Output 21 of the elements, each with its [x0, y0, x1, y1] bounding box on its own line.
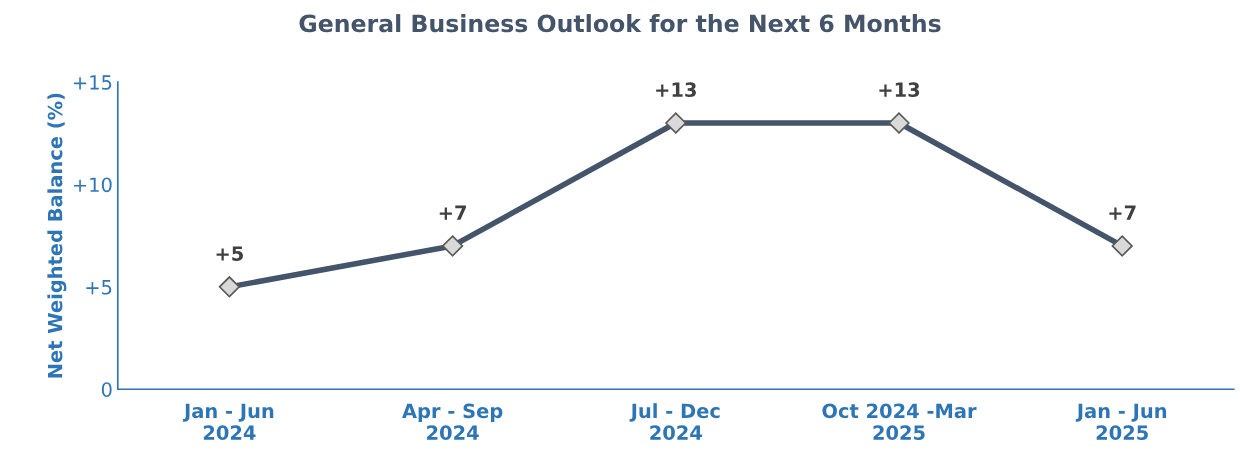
point — [218, 276, 241, 298]
data-label: +7 — [439, 205, 466, 220]
data-label: +13 — [879, 82, 920, 98]
x-tick-label: Oct 2024 -Mar 2025 — [822, 403, 977, 440]
chart-title: General Business Outlook for the Next 6 Months — [299, 14, 941, 33]
y-axis-title: Net Weighted Balance (%) — [47, 93, 67, 378]
point — [888, 112, 910, 134]
data-label: +13 — [656, 82, 696, 98]
x-tick-label: Jan - Jun 2024 — [182, 403, 274, 440]
x-tick-label: Jul - Dec 2024 — [629, 403, 720, 440]
point — [1111, 235, 1133, 257]
y-tick-label: +15 — [73, 75, 112, 90]
point — [441, 235, 464, 257]
data-label: +7 — [1109, 205, 1136, 220]
y-tick-label: +5 — [86, 280, 112, 295]
x-tick-label: Jan - Jun 2025 — [1075, 403, 1167, 440]
point — [665, 112, 687, 134]
data-label: +5 — [216, 246, 243, 261]
y-tick-label: +10 — [73, 177, 112, 193]
y-tick-label: 0 — [101, 382, 112, 397]
x-tick-label: Apr - Sep 2024 — [402, 403, 503, 440]
